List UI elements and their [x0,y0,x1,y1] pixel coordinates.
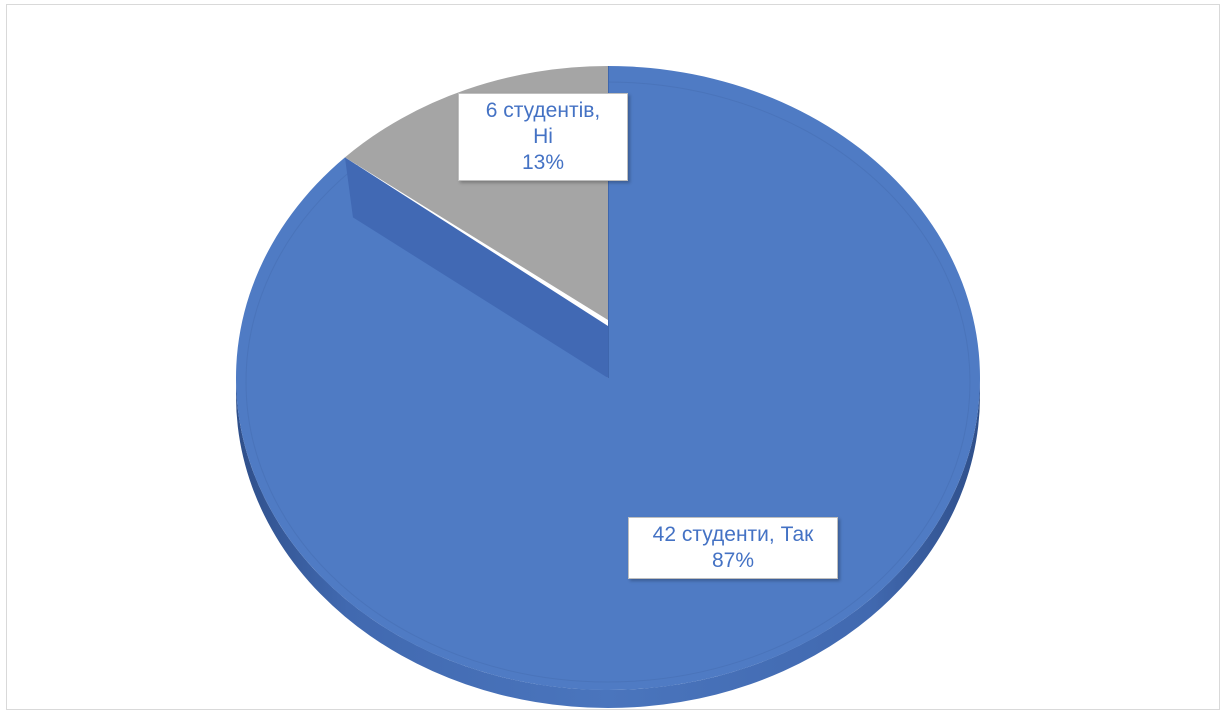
data-label-yes-percent: 87% [711,549,755,572]
data-label-no-percent: 13% [521,151,565,174]
pie-slice-yes-wall [344,157,608,378]
data-label-yes-line1: 42 студенти, Так [652,523,814,546]
data-label-yes: 42 студенти, Так 87% [628,517,838,579]
data-label-no-line1: 6 студентів, [485,99,601,122]
data-label-no: 6 студентів, Ні 13% [458,93,628,181]
data-label-no-line2: Ні [533,125,553,148]
